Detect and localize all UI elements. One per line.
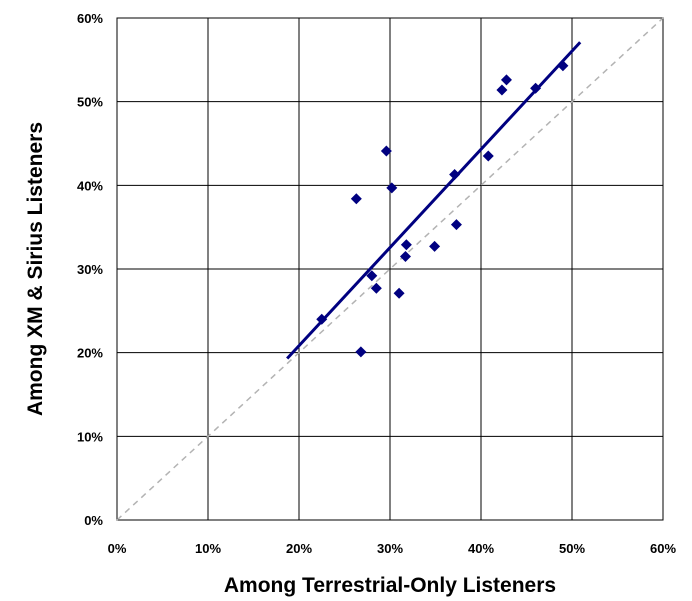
reference-line-equal xyxy=(116,17,664,521)
y-tick-label: 20% xyxy=(77,346,103,361)
data-points xyxy=(316,60,569,358)
data-point xyxy=(429,240,441,252)
data-point xyxy=(366,270,378,282)
data-point xyxy=(557,60,569,72)
data-point xyxy=(496,84,508,96)
y-tick-label: 10% xyxy=(77,429,103,444)
data-point xyxy=(450,219,462,231)
y-tick-label: 50% xyxy=(77,95,103,110)
data-point xyxy=(399,250,411,262)
data-point xyxy=(530,82,542,94)
data-point xyxy=(449,168,461,180)
data-point xyxy=(370,282,382,294)
data-point xyxy=(380,145,392,157)
data-point xyxy=(482,150,494,162)
plot-area xyxy=(116,17,664,521)
y-tick-label: 0% xyxy=(84,513,103,528)
y-tick-label: 30% xyxy=(77,262,103,277)
data-point xyxy=(500,74,512,86)
x-tick-label: 30% xyxy=(377,541,403,556)
data-point xyxy=(386,182,398,194)
y-tick-label: 40% xyxy=(77,178,103,193)
y-tick-labels: 0% 10% 20% 30% 40% 50% 60% xyxy=(77,11,103,528)
trend-line xyxy=(286,41,582,360)
data-point xyxy=(316,313,328,325)
x-axis-title: Among Terrestrial-Only Listeners xyxy=(224,574,556,597)
data-point xyxy=(400,239,412,251)
x-tick-label: 40% xyxy=(468,541,494,556)
x-tick-label: 20% xyxy=(286,541,312,556)
data-point xyxy=(355,346,367,358)
y-tick-label: 60% xyxy=(77,11,103,26)
data-point xyxy=(393,287,405,299)
x-tick-label: 60% xyxy=(650,541,676,556)
data-point xyxy=(350,193,362,205)
x-tick-label: 50% xyxy=(559,541,585,556)
x-tick-label: 0% xyxy=(108,541,127,556)
x-tick-labels: 0% 10% 20% 30% 40% 50% 60% xyxy=(108,541,677,556)
x-tick-label: 10% xyxy=(195,541,221,556)
y-axis-title: Among XM & Sirius Listeners xyxy=(24,122,47,416)
